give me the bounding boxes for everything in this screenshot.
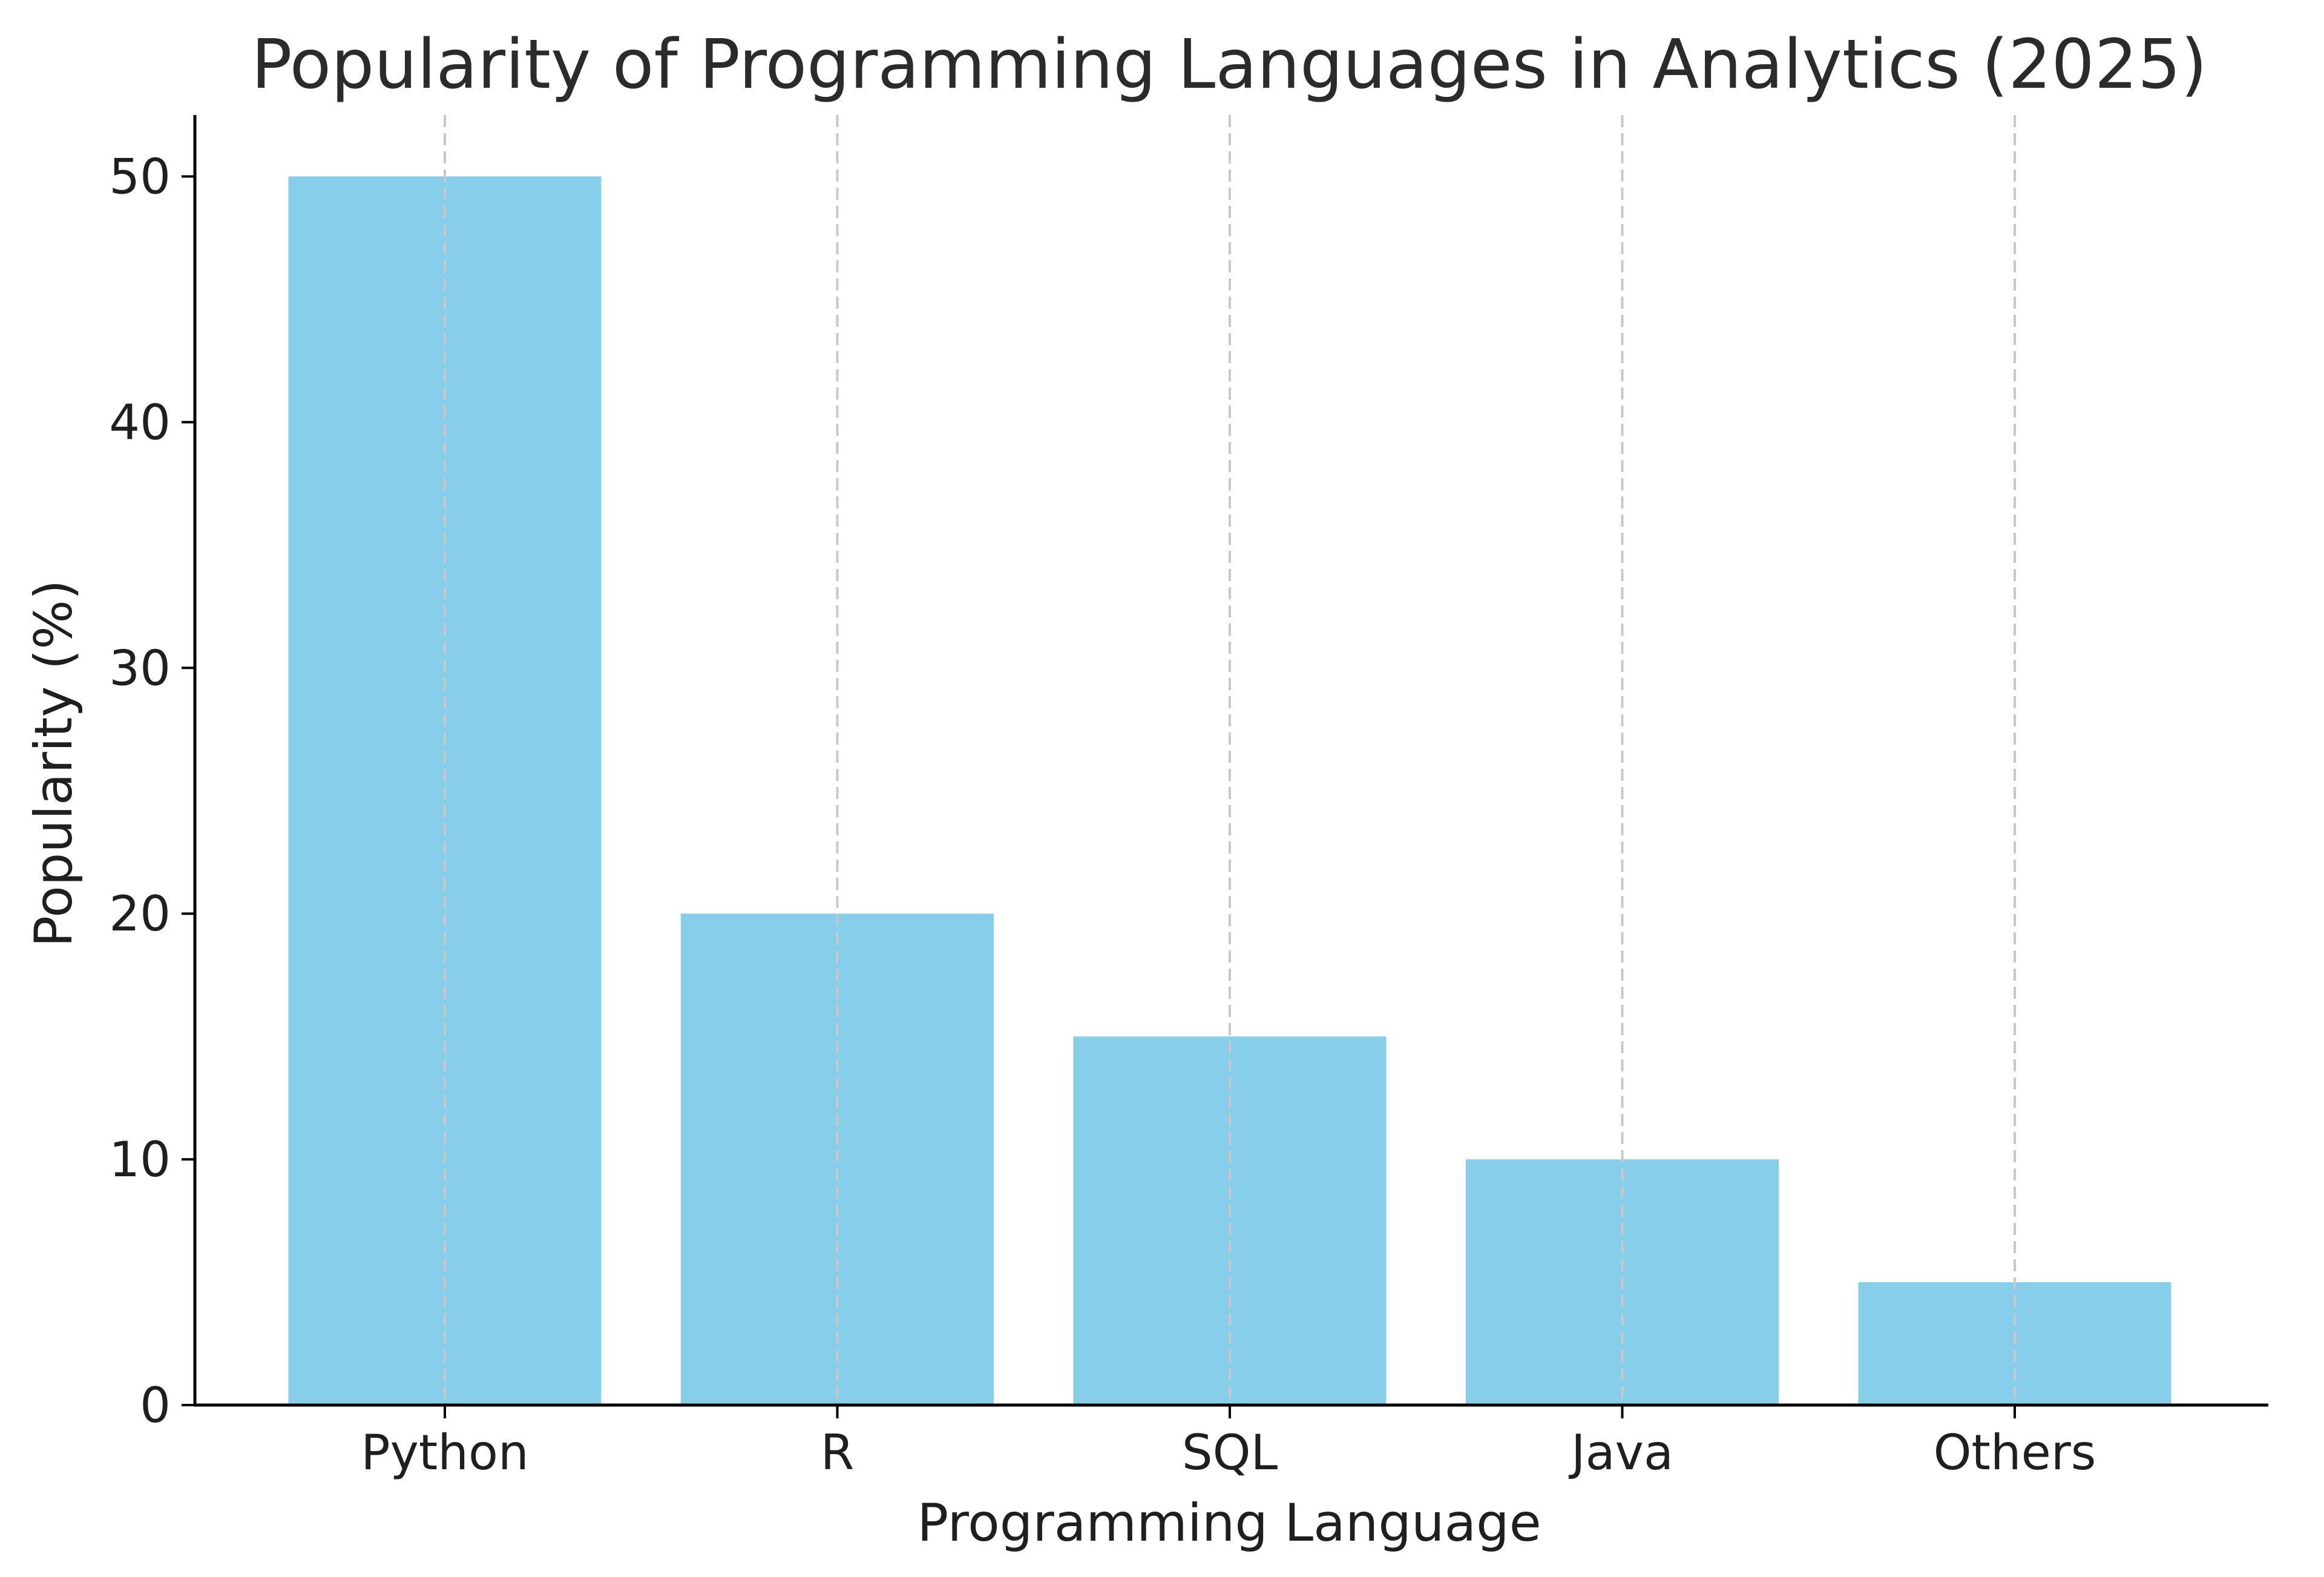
y-tick-label-20: 20 (109, 886, 171, 942)
bar-sql (1073, 1036, 1387, 1405)
chart-title: Popularity of Programming Languages in A… (251, 25, 2207, 104)
x-tick-label-others: Others (1934, 1424, 2096, 1481)
x-tick-label-java: Java (1568, 1424, 1673, 1481)
x-tick-label-python: Python (361, 1424, 528, 1481)
y-axis-ticks: 0 10 20 30 40 50 (109, 148, 195, 1434)
x-tick-label-sql: SQL (1182, 1424, 1278, 1481)
y-tick-label-30: 30 (109, 640, 171, 696)
y-tick-label-40: 40 (109, 394, 171, 450)
x-axis-ticks: Python R SQL Java Others (361, 1405, 2096, 1481)
x-axis-label: Programming Language (917, 1493, 1541, 1553)
y-tick-label-50: 50 (109, 148, 171, 205)
y-tick-label-0: 0 (140, 1377, 171, 1434)
x-tick-label-r: R (821, 1424, 855, 1481)
y-axis-label: Popularity (%) (24, 579, 84, 947)
grid-lines-overlay (444, 115, 2016, 1405)
y-tick-label-10: 10 (109, 1131, 171, 1188)
